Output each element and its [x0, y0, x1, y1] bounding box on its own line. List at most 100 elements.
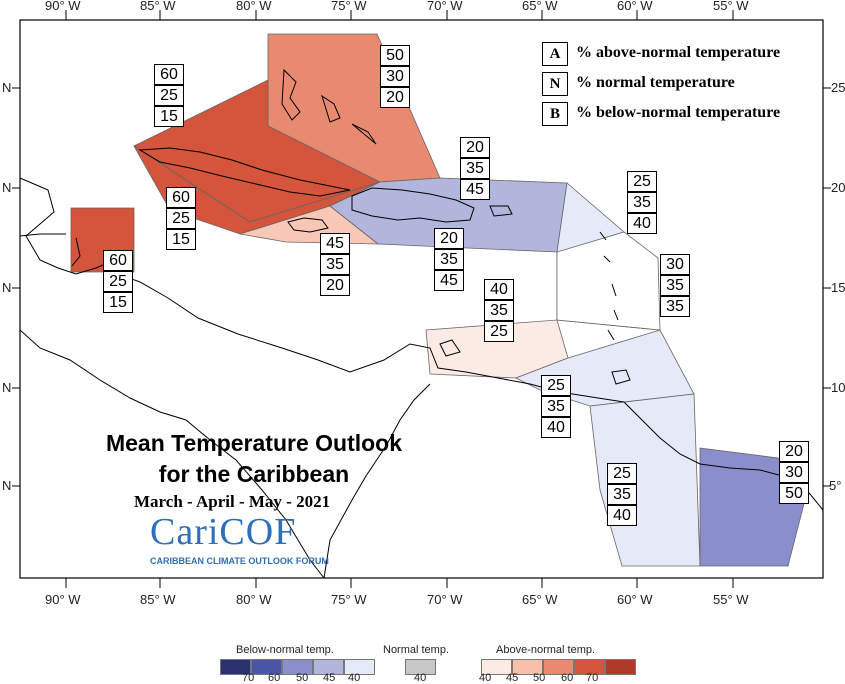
colorbar-swatch-normal: [405, 659, 436, 675]
lat-label-left-25: N: [2, 80, 12, 95]
lon-label-top-60: 60° W: [617, 0, 653, 13]
colorbar-tick-above-60: 60: [561, 672, 574, 684]
map-title-line1: Mean Temperature Outlook: [105, 430, 403, 456]
prob-above: 20: [434, 228, 464, 249]
prob-above: 45: [320, 233, 350, 254]
colorbar-swatch-above-45: [512, 659, 543, 675]
colorbar-swatch-below-70: [220, 659, 251, 675]
lon-label-bottom-90: 90° W: [45, 592, 81, 607]
lon-label-top-80: 80° W: [236, 0, 272, 13]
prob-above: 60: [166, 187, 196, 208]
prob-below: 40: [607, 505, 637, 526]
key-text-above: % above-normal temperature: [576, 44, 781, 61]
lon-label-bottom-85: 85° W: [140, 592, 176, 607]
prob-normal: 25: [154, 85, 184, 106]
lat-label-right-10: 10: [831, 380, 845, 395]
prob-above: 20: [460, 137, 490, 158]
key-letter-n: N: [542, 72, 568, 96]
prob-below: 35: [660, 296, 690, 317]
colorbar-swatch-below-45: [313, 659, 344, 675]
map-period: March - April - May - 2021: [134, 492, 331, 511]
map-ticks: [12, 10, 831, 588]
lon-label-top-70: 70° W: [427, 0, 463, 13]
colorbar-tick-above-50: 50: [533, 672, 546, 684]
lat-label-right-25: 25: [831, 80, 845, 95]
caricof-logo: CariCOF: [150, 511, 297, 553]
prob-below: 20: [380, 87, 410, 108]
lon-label-top-85: 85° W: [140, 0, 176, 13]
prob-below: 15: [166, 229, 196, 250]
prob-normal: 35: [484, 300, 514, 321]
lat-label-right-5: 5°: [829, 478, 842, 493]
prob-below: 15: [154, 106, 184, 127]
colorbar-swatch-above-70: [605, 659, 636, 675]
prob-below: 15: [103, 292, 133, 313]
lon-label-bottom-75: 75° W: [331, 592, 367, 607]
lat-label-right-15: 15: [831, 280, 845, 295]
prob-below: 45: [434, 270, 464, 291]
lat-label-left-20: N: [2, 180, 12, 195]
colorbar-tick-below-40: 40: [348, 672, 361, 684]
coastlines: [19, 68, 824, 579]
lon-label-bottom-55: 55° W: [713, 592, 749, 607]
lat-label-right-20: 20: [831, 180, 845, 195]
key-text-normal: % normal temperature: [576, 74, 735, 91]
lat-label-left-5: N: [2, 478, 12, 493]
prob-below: 50: [779, 483, 809, 504]
colorbar-tick-normal-40: 40: [414, 672, 427, 684]
prob-below: 40: [627, 213, 657, 234]
lon-label-top-55: 55° W: [713, 0, 749, 13]
colorbar-above-title: Above-normal temp.: [496, 644, 596, 656]
colorbar-tick-above-70: 70: [586, 672, 599, 684]
colorbar-swatch-above-50: [543, 659, 574, 675]
lon-label-top-90: 90° W: [45, 0, 81, 13]
prob-above: 25: [541, 375, 571, 396]
lon-label-bottom-60: 60° W: [617, 592, 653, 607]
prob-normal: 35: [434, 249, 464, 270]
colorbar-swatch-above-40: [481, 659, 512, 675]
prob-above: 40: [484, 279, 514, 300]
prob-above: 50: [380, 45, 410, 66]
colorbar-tick-below-60: 60: [268, 672, 281, 684]
prob-normal: 30: [380, 66, 410, 87]
lat-label-left-10: N: [2, 380, 12, 395]
lon-label-bottom-70: 70° W: [427, 592, 463, 607]
prob-normal: 35: [320, 254, 350, 275]
prob-normal: 35: [541, 396, 571, 417]
lon-label-top-75: 75° W: [331, 0, 367, 13]
key-text-below: % below-normal temperature: [576, 104, 781, 121]
colorbar-swatch-below-60: [251, 659, 282, 675]
region-windward-islands: [556, 231, 661, 331]
prob-below: 25: [484, 321, 514, 342]
colorbar-swatch-below-50: [282, 659, 313, 675]
lon-label-bottom-65: 65° W: [522, 592, 558, 607]
lat-label-left-15: N: [2, 280, 12, 295]
prob-below: 40: [541, 417, 571, 438]
lon-label-bottom-80: 80° W: [236, 592, 272, 607]
prob-normal: 35: [460, 158, 490, 179]
prob-normal: 30: [779, 462, 809, 483]
prob-above: 25: [607, 463, 637, 484]
prob-normal: 25: [166, 208, 196, 229]
colorbar-tick-above-45: 45: [506, 672, 519, 684]
colorbar-swatch-below-40: [344, 659, 375, 675]
prob-normal: 35: [627, 192, 657, 213]
prob-above: 30: [660, 254, 690, 275]
colorbar-tick-below-70: 70: [242, 672, 255, 684]
colorbar-tick-above-40: 40: [479, 672, 492, 684]
key-letter-b: B: [542, 102, 568, 126]
colorbar-swatch-above-60: [574, 659, 605, 675]
prob-normal: 35: [660, 275, 690, 296]
key-letter-a: A: [542, 42, 568, 66]
prob-normal: 25: [103, 271, 133, 292]
colorbar-normal-title: Normal temp.: [383, 644, 450, 656]
colorbar-tick-below-45: 45: [323, 672, 336, 684]
prob-above: 25: [627, 171, 657, 192]
map-title-line2: for the Caribbean: [158, 461, 350, 487]
lon-label-top-65: 65° W: [522, 0, 558, 13]
prob-below: 45: [460, 179, 490, 200]
colorbar-tick-below-50: 50: [296, 672, 309, 684]
prob-above: 60: [103, 250, 133, 271]
colorbar-below-title: Below-normal temp.: [236, 644, 334, 656]
